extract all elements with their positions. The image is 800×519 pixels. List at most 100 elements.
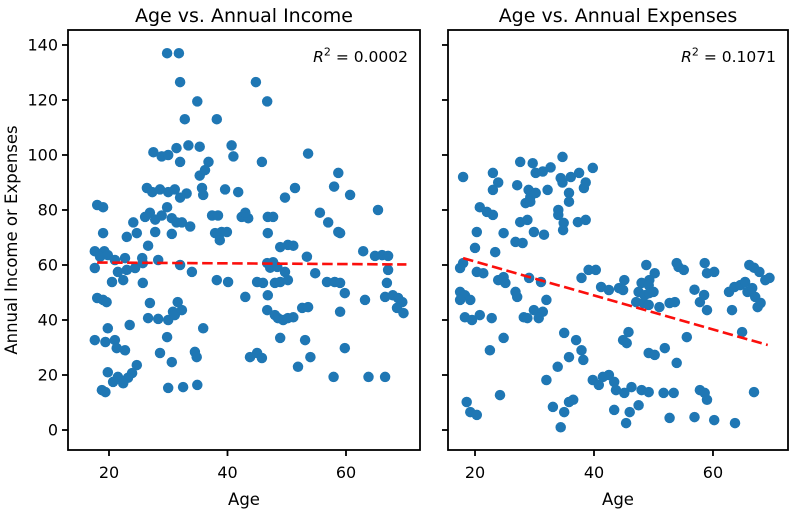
scatter-point [191,351,202,363]
scatter-point [334,227,346,239]
scatter-point [514,156,526,168]
scatter-point [454,294,466,306]
scatter-point [557,151,568,163]
scatter-point [610,384,622,396]
scatter-point [698,289,710,301]
scatter-point [573,167,585,179]
scatter-point [299,334,311,346]
scatter-point [119,252,131,264]
y-tick-label: 20 [38,366,58,385]
scatter-point [144,297,156,309]
scatter-point [681,331,693,343]
scatter-point [274,332,286,344]
scatter-point [528,304,540,316]
scatter-point [382,250,394,262]
scatter-point [257,277,269,289]
scatter-point [565,171,577,183]
scatter-point [186,266,198,278]
scatter-point [211,113,223,125]
scatter-point [498,227,509,239]
y-tick-label: 140 [27,35,58,54]
scatter-point [478,267,489,279]
scatter-point [321,276,333,288]
scatter-point [689,411,700,423]
scatter-point [192,379,203,391]
x-tick-label: 20 [99,463,119,482]
scatter-point [357,245,369,257]
scatter-point [487,209,499,221]
scatter-point [454,262,466,274]
scatter-point [228,151,239,162]
scatter-point [121,264,133,276]
scatter-point [109,334,121,346]
scatter-point [107,376,119,388]
subplot-1: 20 40 60 Age vs. Annual Expenses R2 = 0.1071… [442,5,789,509]
scatter-point [474,309,486,321]
scatter-point [530,187,541,199]
scatter-point [701,394,713,406]
scatter-point [166,356,178,368]
scatter-point [457,171,469,183]
scatter-point [754,266,765,278]
scatter-point [489,246,501,258]
scatter-point [119,345,131,356]
plot-title: Age vs. Annual Income [135,5,353,27]
scatter-point [593,379,605,391]
scatter-point [664,412,675,424]
scatter-point [623,326,634,338]
y-tick-label: 120 [27,90,58,109]
scatter-point [620,417,632,429]
scatter-point [102,367,114,378]
scatter-point [267,211,279,223]
scatter-point [212,210,224,221]
scatter-point [211,274,223,286]
scatter-point [486,312,497,324]
scatter-point [626,381,637,393]
scatter-point [487,184,499,196]
scatter-point [608,376,620,388]
x-tick-label: 40 [217,463,237,482]
scatter-point [250,76,262,88]
scatter-point [226,140,237,151]
axes-frame [447,29,789,451]
scatter-point [461,396,472,408]
scatter-point [576,272,587,284]
scatter-point [649,349,660,361]
y-tick-label: 40 [38,311,58,330]
scatter-point [214,234,226,246]
scatter-point [173,47,185,59]
scatter-point [557,177,568,188]
scatter-point [641,259,652,271]
scatter-point [541,374,552,386]
scatter-point [471,409,483,421]
scatter-point [567,394,579,406]
scatter-point [169,184,181,195]
scatter-point [121,231,133,243]
scatter-point [161,201,173,213]
scatter-point [194,141,205,152]
scatter-point [111,342,122,354]
scatter-point [279,266,291,278]
scatter-point [511,179,523,191]
r-squared-annotation: R2 = 0.1071 [681,46,776,67]
scatter-point [729,417,741,429]
scatter-point [643,299,654,311]
scatter-point [149,226,161,238]
scatter-point [197,323,209,334]
y-tick-label: 100 [27,145,58,164]
scatter-point [764,272,775,284]
scatter-point [112,266,124,278]
scatter-point [256,352,268,364]
scatter-point [558,406,570,418]
scatter-point [643,386,654,398]
scatter-point [339,342,351,354]
scatter-point [541,294,552,306]
scatter-point [545,162,556,173]
scatter-point [736,326,748,338]
scatter-point [154,184,166,195]
scatter-point [678,264,690,276]
scatter-point [176,304,188,316]
scatter-point [533,312,544,324]
